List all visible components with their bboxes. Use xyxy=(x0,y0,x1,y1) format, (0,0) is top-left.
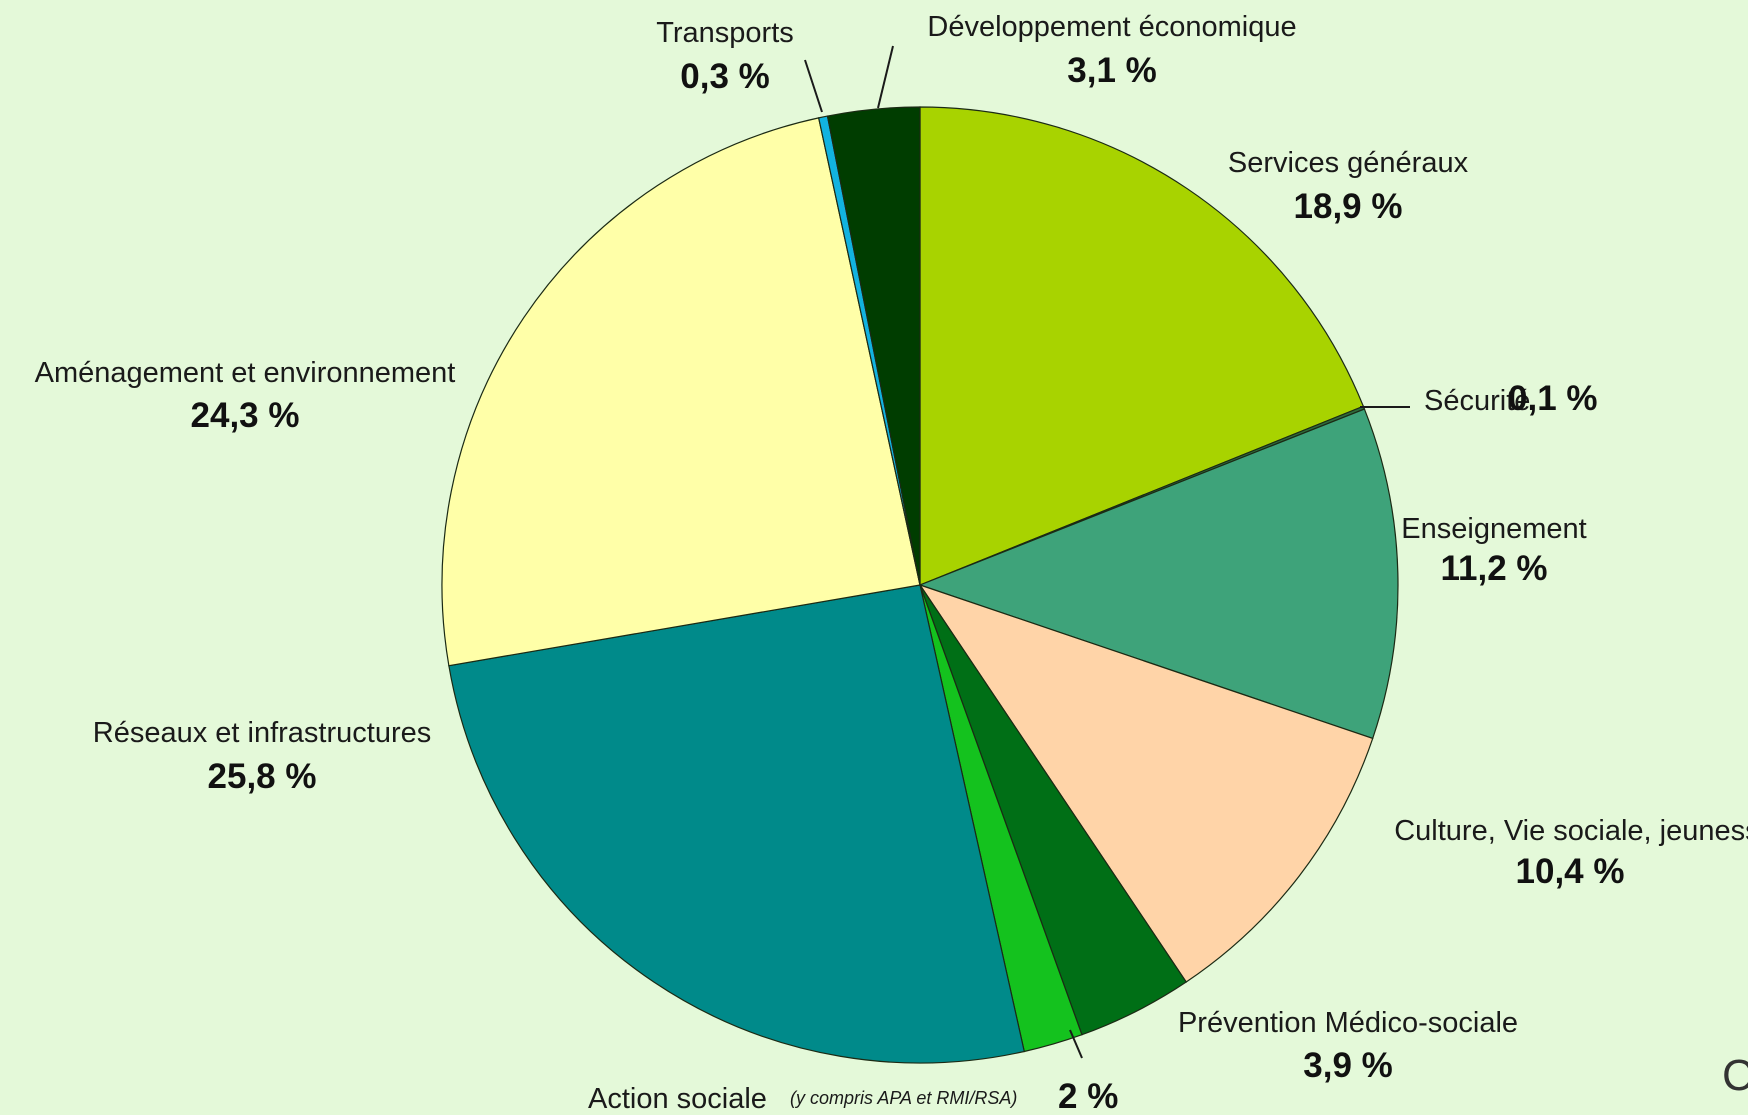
slice-label-amenagement-et-environnement: Aménagement et environnement xyxy=(35,357,456,389)
slice-value-securite: 0,1 % xyxy=(1508,379,1598,418)
slice-label-culture-vie-sociale-jeunesse: Culture, Vie sociale, jeunesse xyxy=(1394,815,1748,847)
slice-value-prevention-medico-sociale: 3,9 % xyxy=(1303,1046,1393,1085)
slice-value-amenagement-et-environnement: 24,3 % xyxy=(191,396,300,435)
slice-label-services-generaux: Services généraux xyxy=(1228,147,1469,179)
slice-label-transports: Transports xyxy=(656,17,794,49)
leader-line-developpement-economique xyxy=(877,45,894,109)
slice-value-culture-vie-sociale-jeunesse: 10,4 % xyxy=(1516,852,1625,891)
pie-slice-enseignement xyxy=(918,408,1399,740)
slice-value-reseaux-et-infrastructures: 25,8 % xyxy=(208,757,317,796)
slice-value-enseignement: 11,2 % xyxy=(1440,549,1547,588)
pie-slice-reseaux-et-infrastructures xyxy=(448,584,1025,1064)
slice-value-developpement-economique: 3,1 % xyxy=(1067,51,1157,90)
slice-label-reseaux-et-infrastructures: Réseaux et infrastructures xyxy=(93,717,431,749)
leader-line-transports xyxy=(804,59,823,113)
pie-slice-culture-vie-sociale-jeunesse xyxy=(918,583,1374,983)
slice-label-securite: Sécurité xyxy=(1424,385,1530,417)
slice-value-transports: 0,3 % xyxy=(680,57,770,96)
slice-note-action-sociale: (y compris APA et RMI/RSA) xyxy=(790,1088,1017,1108)
pie-slices xyxy=(441,106,1399,1064)
leader-line-action-sociale xyxy=(1069,1029,1083,1059)
leader-lines xyxy=(804,45,1410,1059)
pie-slice-developpement-economique xyxy=(826,106,921,586)
slice-value-action-sociale: 2 % xyxy=(1058,1077,1118,1115)
slice-label-prevention-medico-sociale: Prévention Médico-sociale xyxy=(1178,1007,1518,1039)
pie-slice-amenagement-et-environnement xyxy=(441,117,921,667)
slice-label-action-sociale: Action sociale xyxy=(588,1083,767,1115)
slice-value-services-generaux: 18,9 % xyxy=(1294,187,1403,226)
edge-glyph: C xyxy=(1722,1051,1748,1100)
slice-label-developpement-economique: Développement économique xyxy=(927,11,1296,43)
slice-label-enseignement: Enseignement xyxy=(1401,513,1586,545)
pie-slice-services-generaux xyxy=(919,106,1365,586)
